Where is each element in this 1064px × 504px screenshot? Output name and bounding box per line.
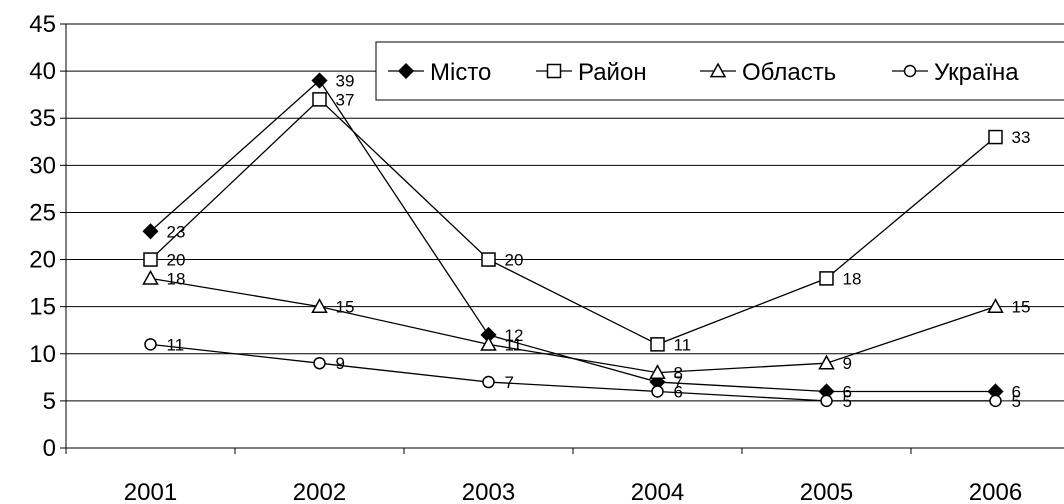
data-label: 6 xyxy=(674,382,683,401)
legend-item: Район xyxy=(536,59,647,86)
series-square xyxy=(143,92,1003,352)
data-label: 15 xyxy=(1012,298,1031,317)
legend-item: Місто xyxy=(388,59,491,86)
square-marker xyxy=(819,271,834,286)
series-circle xyxy=(144,338,1002,408)
data-label: 9 xyxy=(843,354,852,373)
y-axis-tick-labels: 0 5 10 15 20 25 30 35 40 45 xyxy=(29,11,56,462)
series-line xyxy=(150,79,996,393)
data-label: 12 xyxy=(505,326,524,345)
circle-marker xyxy=(903,64,917,78)
y-tick-label: 40 xyxy=(29,58,56,85)
circle-marker xyxy=(482,375,495,389)
data-label: 5 xyxy=(843,392,852,411)
data-label: 6 xyxy=(843,382,852,401)
x-tick-label: 2005 xyxy=(800,479,853,504)
legend-item: Область xyxy=(700,59,836,86)
diamond-marker xyxy=(397,62,415,80)
diamond-marker xyxy=(142,223,159,240)
data-label: 6 xyxy=(1012,382,1021,401)
legend-label: Місто xyxy=(430,59,491,86)
triangle-marker xyxy=(818,354,835,370)
circle-marker xyxy=(989,394,1002,408)
data-label: 33 xyxy=(1012,128,1031,147)
square-marker xyxy=(988,129,1003,145)
data-label: 11 xyxy=(167,335,185,354)
triangle-marker xyxy=(649,364,666,379)
x-tick-label: 2001 xyxy=(124,479,177,504)
y-tick-label: 20 xyxy=(29,247,56,274)
y-tick-label: 5 xyxy=(43,388,56,415)
y-tick-label: 45 xyxy=(29,11,56,38)
triangle-marker xyxy=(987,298,1004,314)
y-tick-label: 0 xyxy=(43,435,56,462)
legend-label: Україна xyxy=(934,59,1019,86)
data-label: 15 xyxy=(336,298,355,317)
circle-marker xyxy=(820,394,833,408)
data-label: 9 xyxy=(336,354,345,373)
legend: Місто Район Область Україна xyxy=(375,41,1064,101)
y-tick-label: 35 xyxy=(29,105,56,132)
data-label: 18 xyxy=(843,269,862,288)
data-label: 5 xyxy=(1012,392,1021,411)
triangle-marker xyxy=(480,335,497,351)
x-tick-label: 2004 xyxy=(631,479,684,504)
x-tick-label: 2003 xyxy=(462,479,515,504)
y-tick-label: 30 xyxy=(29,152,56,179)
series-triangle xyxy=(142,269,1004,379)
data-label: 8 xyxy=(674,364,683,383)
series-lines xyxy=(142,72,1004,408)
circle-marker xyxy=(313,356,326,370)
circle-marker xyxy=(651,385,664,398)
series-diamond xyxy=(142,72,1004,400)
square-marker xyxy=(312,92,327,107)
data-label: 11 xyxy=(674,335,692,354)
diamond-marker xyxy=(311,72,328,89)
legend-item: Україна xyxy=(892,59,1019,86)
data-label: 37 xyxy=(336,90,355,109)
square-marker xyxy=(650,337,665,352)
data-label: 20 xyxy=(505,251,524,270)
series-line xyxy=(150,98,996,346)
series-line xyxy=(150,277,996,374)
square-marker xyxy=(481,252,496,267)
series-line xyxy=(150,343,996,402)
data-label: 18 xyxy=(167,269,186,288)
data-label: 7 xyxy=(674,373,683,392)
y-tick-label: 10 xyxy=(29,341,56,368)
circle-marker xyxy=(144,338,157,351)
y-tick-label: 25 xyxy=(29,199,56,226)
data-label: 39 xyxy=(336,72,355,91)
axes xyxy=(60,23,1064,454)
square-marker xyxy=(143,252,158,267)
x-tick-label: 2002 xyxy=(293,479,346,504)
legend-label: Район xyxy=(578,59,647,86)
y-tick-label: 15 xyxy=(29,294,56,321)
data-label: 11 xyxy=(505,335,523,354)
data-label: 7 xyxy=(505,373,514,392)
data-label: 23 xyxy=(167,222,186,241)
data-label: 20 xyxy=(167,251,186,270)
triangle-marker xyxy=(142,269,159,285)
square-marker xyxy=(546,63,562,79)
legend-label: Область xyxy=(742,59,836,86)
x-axis-tick-labels: 2001 2002 2003 2004 2005 2006 xyxy=(124,479,1022,504)
triangle-marker xyxy=(311,298,328,314)
triangle-marker xyxy=(709,62,727,78)
x-tick-label: 2006 xyxy=(969,479,1022,504)
